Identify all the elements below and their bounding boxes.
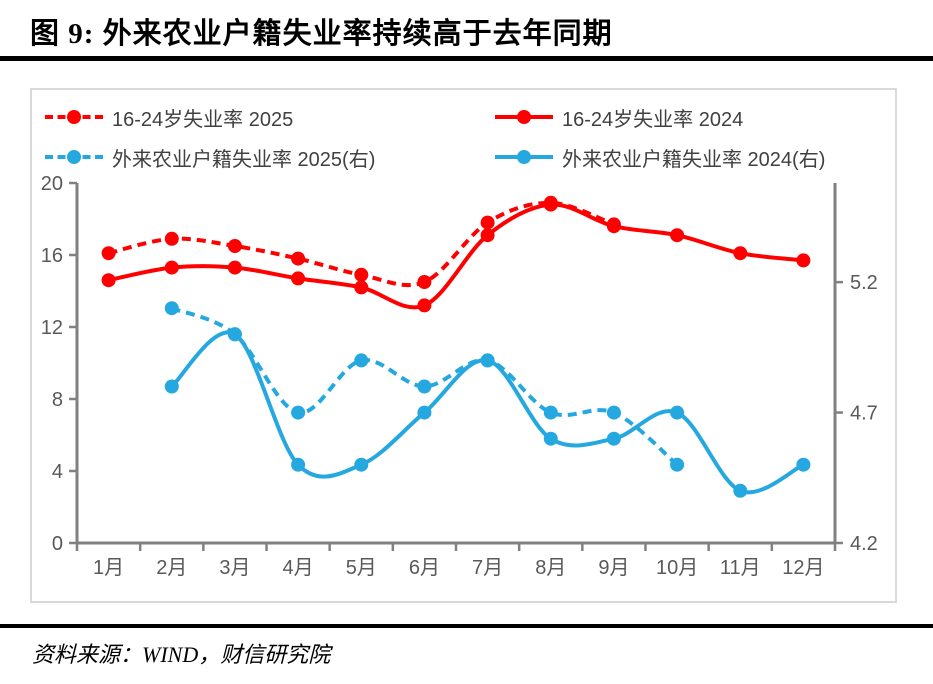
- data-point-marker: [543, 405, 558, 420]
- data-point-marker: [101, 273, 116, 288]
- y-left-tick-label: 8: [52, 389, 63, 411]
- data-point-marker: [164, 301, 179, 316]
- legend-label: 16-24岁失业率 2025: [112, 108, 294, 131]
- legend-sample-blue-dashed-icon: [45, 147, 103, 167]
- footer-divider: [0, 624, 933, 628]
- chart-panel: 0 4 8 12 16 20 4.2 4.7 5.2 1月 2月 3月 4月 5月 6月 7月 8月 9月 10月 1…: [30, 88, 897, 603]
- chart-legend: 16-24岁失业率 2025 16-24岁失业率 2024 外来农业户籍失业率 …: [32, 90, 895, 190]
- legend-sample-blue-solid-icon: [495, 147, 553, 167]
- data-point-marker: [480, 353, 495, 368]
- y-left-tick-label: 0: [52, 533, 63, 555]
- data-point-marker: [354, 457, 369, 472]
- x-tick-label: 7月: [472, 557, 503, 579]
- y-right-tick-label: 5.2: [850, 272, 878, 294]
- x-tick-label: 9月: [598, 557, 629, 579]
- data-point-marker: [417, 298, 432, 313]
- data-point-marker: [480, 228, 495, 243]
- x-tick-label: 2月: [156, 557, 187, 579]
- x-tick-label: 11月: [720, 557, 761, 579]
- data-point-marker: [354, 280, 369, 295]
- data-point-marker: [227, 327, 242, 342]
- data-point-marker: [796, 457, 811, 472]
- axes: 0 4 8 12 16 20 4.2 4.7 5.2 1月 2月 3月 4月 5月 6月 7月 8月 9月 10月 1…: [41, 173, 878, 579]
- data-point-marker: [227, 239, 242, 253]
- line-chart: 0 4 8 12 16 20 4.2 4.7 5.2 1月 2月 3月 4月 5月 6月 7月 8月 9月 10月 1…: [41, 173, 878, 579]
- y-right-tick-label: 4.2: [850, 533, 878, 555]
- data-point-marker: [354, 267, 369, 282]
- x-tick-label: 1月: [93, 557, 124, 579]
- data-point-marker: [480, 215, 495, 230]
- legend-item-migrant-2024: 外来农业户籍失业率 2024(右): [495, 144, 826, 171]
- series-2: [164, 301, 685, 472]
- data-point-marker: [796, 253, 811, 268]
- legend-sample-red-dashed-icon: [45, 107, 103, 127]
- x-tick-label: 5月: [346, 557, 377, 579]
- series-3: [164, 327, 811, 498]
- legend-label: 16-24岁失业率 2024: [562, 108, 744, 131]
- source-note: 资料来源：WIND，财信研究院: [32, 642, 331, 667]
- figure-title: 图 9: 外来农业户籍失业率持续高于去年同期: [30, 18, 613, 50]
- data-point-marker: [291, 457, 306, 472]
- data-point-marker: [417, 405, 432, 420]
- data-point-marker: [101, 246, 116, 261]
- legend-item-youth-2025: 16-24岁失业率 2025: [45, 104, 294, 131]
- x-tick-label: 10月: [656, 557, 698, 579]
- x-tick-label: 3月: [219, 557, 250, 579]
- data-point-marker: [291, 271, 306, 286]
- data-point-marker: [291, 251, 306, 266]
- data-point-marker: [164, 379, 179, 394]
- series-0: [101, 195, 621, 289]
- data-point-marker: [670, 457, 685, 472]
- data-point-marker: [543, 431, 558, 446]
- y-left-tick-label: 4: [52, 461, 63, 483]
- legend-label: 外来农业户籍失业率 2024(右): [562, 148, 826, 171]
- legend-label: 外来农业户籍失业率 2025(右): [112, 148, 376, 171]
- data-point-marker: [417, 275, 432, 289]
- y-left-tick-label: 12: [41, 317, 63, 339]
- legend-sample-red-solid-icon: [495, 107, 553, 127]
- data-point-marker: [670, 405, 685, 420]
- y-right-tick-label: 4.7: [850, 403, 878, 425]
- data-point-marker: [733, 246, 748, 261]
- x-tick-label: 12月: [782, 557, 824, 579]
- data-point-marker: [606, 217, 621, 232]
- data-point-marker: [606, 405, 621, 420]
- data-point-marker: [606, 431, 621, 446]
- x-tick-label: 6月: [409, 557, 440, 579]
- title-divider: [0, 56, 933, 61]
- legend-item-youth-2024: 16-24岁失业率 2024: [495, 104, 744, 131]
- x-tick-label: 4月: [283, 557, 314, 579]
- data-point-marker: [164, 231, 179, 246]
- data-point-marker: [164, 260, 179, 275]
- data-point-marker: [543, 195, 558, 210]
- x-tick-label: 8月: [535, 557, 566, 579]
- y-left-tick-label: 16: [41, 245, 63, 267]
- data-point-marker: [227, 260, 242, 275]
- legend-item-migrant-2025: 外来农业户籍失业率 2025(右): [45, 144, 376, 171]
- data-point-marker: [291, 405, 306, 420]
- y-left-tick-label: 20: [41, 173, 63, 195]
- data-point-marker: [417, 379, 432, 394]
- data-point-marker: [670, 228, 685, 243]
- data-point-marker: [354, 353, 369, 368]
- data-point-marker: [733, 483, 748, 498]
